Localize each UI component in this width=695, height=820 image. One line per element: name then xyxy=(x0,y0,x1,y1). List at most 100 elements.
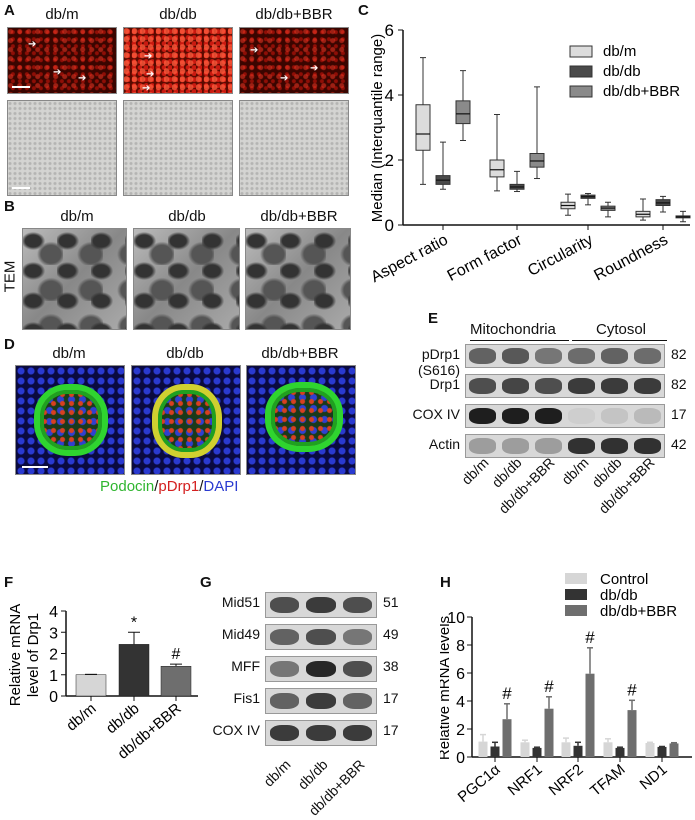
legend-label: db/db+BBR xyxy=(600,603,677,620)
blot-band xyxy=(269,660,299,678)
legend-label: Control xyxy=(600,571,648,588)
blot-row-label: Drp1 xyxy=(429,376,460,392)
y-tick-label: 0 xyxy=(456,750,465,767)
legend-label: db/db xyxy=(603,63,641,80)
significance-mark: * xyxy=(131,614,137,631)
bar xyxy=(657,746,667,757)
glomerulus xyxy=(152,384,222,458)
legend-swatch xyxy=(569,65,593,78)
bar xyxy=(573,745,583,757)
caption-pdrp1: pDrp1 xyxy=(158,478,200,495)
blot-band xyxy=(568,438,595,454)
blot-band xyxy=(568,378,595,394)
legend-label: db/db xyxy=(600,587,638,604)
confocal-image-dbdb xyxy=(131,365,241,475)
blot-band xyxy=(502,378,529,394)
x-tick-label: NRF1 xyxy=(505,761,546,799)
y-tick-label: 0 xyxy=(49,689,58,706)
panel-d-header-dbm: db/m xyxy=(52,345,86,362)
panel-a-header-dbdb: db/db xyxy=(159,6,197,23)
panel-b-header-dbm: db/m xyxy=(60,208,94,225)
blot-band xyxy=(306,628,336,646)
blot-strip xyxy=(265,656,377,682)
tem-image-dbdb-bbr xyxy=(245,228,351,330)
blot-band xyxy=(269,724,299,742)
fluorescence-image-dbm: ➔ ➔ ➔ xyxy=(7,27,117,94)
arrow-icon: ➔ xyxy=(146,69,155,80)
significance-mark: # xyxy=(627,680,637,699)
arrow-icon: ➔ xyxy=(250,45,259,56)
blot-row-label: pDrp1 (S616) xyxy=(417,346,460,378)
blot-band xyxy=(469,378,496,394)
scale-bar xyxy=(12,187,30,189)
blot-strip xyxy=(265,624,377,650)
blot-band xyxy=(306,724,336,742)
y-tick-label: 1 xyxy=(49,668,58,685)
box xyxy=(489,159,505,178)
blot-band xyxy=(535,408,562,424)
scale-bar xyxy=(12,86,30,88)
legend-swatch xyxy=(565,605,587,616)
blot-strip xyxy=(265,688,377,714)
blot-row-label: MFF xyxy=(231,658,260,674)
blot-band xyxy=(634,408,661,424)
tem-label: TEM xyxy=(1,260,19,293)
panel-b-header-dbdb: db/db xyxy=(168,208,206,225)
bar xyxy=(532,747,542,757)
blot-band xyxy=(469,348,496,364)
panel-label-d: D xyxy=(4,336,15,353)
blot-band xyxy=(601,408,628,424)
x-tick-label: PGC1α xyxy=(455,761,504,806)
bar xyxy=(603,742,613,757)
molecular-weight-label: 42 xyxy=(671,436,687,452)
significance-mark: # xyxy=(544,677,554,696)
molecular-weight-label: 17 xyxy=(383,690,399,706)
y-axis-label: Relative mRNA levels xyxy=(440,616,453,760)
blot-strip xyxy=(465,434,665,458)
blot-band xyxy=(535,438,562,454)
blot-band xyxy=(342,724,373,742)
box xyxy=(415,104,431,151)
arrow-icon: ➔ xyxy=(280,73,289,84)
y-tick-label: 6 xyxy=(385,21,394,40)
blot-band xyxy=(568,408,595,424)
panel-a-header-dbdb-bbr: db/db+BBR xyxy=(255,6,333,23)
legend-swatch xyxy=(565,573,587,584)
fraction-line xyxy=(572,340,667,341)
panel-label-a: A xyxy=(4,2,15,19)
x-tick-label: Aspect ratio xyxy=(368,231,451,286)
arrow-icon: ➔ xyxy=(310,63,319,74)
significance-mark: # xyxy=(502,684,512,703)
caption-podocin: Podocin xyxy=(100,478,155,495)
blot-strip xyxy=(265,592,377,618)
blot-band xyxy=(306,596,336,614)
brightfield-image-dbm xyxy=(7,100,117,196)
legend-swatch xyxy=(569,45,593,58)
panel-label-b: B xyxy=(4,198,15,215)
bar xyxy=(118,644,150,697)
bar xyxy=(669,743,679,757)
blot-band xyxy=(601,378,628,394)
bar xyxy=(75,674,107,697)
panel-d-header-dbdb: db/db xyxy=(166,345,204,362)
blot-band xyxy=(634,438,661,454)
bar xyxy=(160,666,192,697)
bar xyxy=(627,710,637,757)
blot-band xyxy=(306,660,336,678)
blot-strip xyxy=(265,720,377,746)
bar xyxy=(585,673,595,757)
molecular-weight-label: 17 xyxy=(383,722,399,738)
y-tick-label: 2 xyxy=(385,151,394,170)
significance-mark: # xyxy=(172,646,181,663)
caption-separator: / xyxy=(154,478,159,495)
blot-band xyxy=(601,438,628,454)
fraction-mitochondria: Mitochondria xyxy=(470,321,556,338)
y-axis-label: Relative mRNA xyxy=(7,604,24,707)
bar xyxy=(544,708,554,757)
blot-row-label: COX IV xyxy=(412,406,460,422)
y-tick-label: 4 xyxy=(49,604,58,621)
y-tick-label: 6 xyxy=(456,666,465,683)
significance-mark: # xyxy=(585,628,595,647)
brightfield-image-dbdb xyxy=(123,100,233,196)
